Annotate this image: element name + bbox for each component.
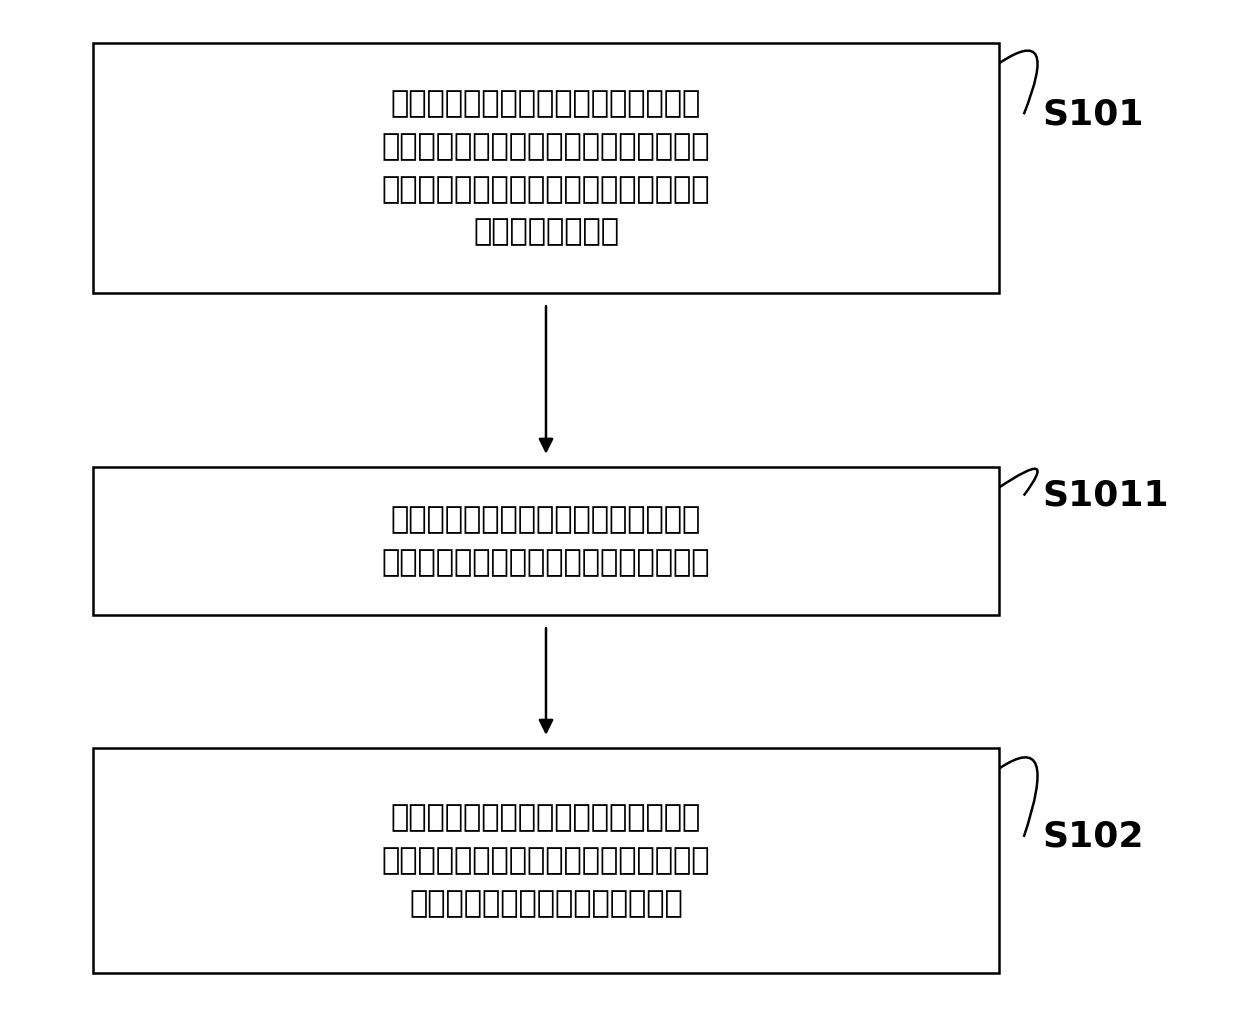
Bar: [93, 42, 1000, 293]
Bar: [93, 467, 1000, 615]
Bar: [93, 748, 1000, 973]
Text: S102: S102: [1042, 819, 1144, 854]
Text: 格式化所述系统分区，拷贝更新的系统
引导程序和内核镜像文件到所述系统分区: 格式化所述系统分区，拷贝更新的系统 引导程序和内核镜像文件到所述系统分区: [382, 506, 710, 577]
Text: 通过判断找到并执行正确的引导加载程
序，通过所述正确的引导加载程序加载并
执行内核镜像文件，启动操作系统: 通过判断找到并执行正确的引导加载程 序，通过所述正确的引导加载程序加载并 执行内…: [382, 803, 710, 918]
Text: 对存储设备进行分区，至少分为系统分
区和若干数据块，将内核镜像文件存放在
所述系统分区，将引导加载程序存放并备
份在若干数据块中: 对存储设备进行分区，至少分为系统分 区和若干数据块，将内核镜像文件存放在 所述系…: [382, 89, 710, 247]
Text: S1011: S1011: [1042, 479, 1168, 513]
Text: S101: S101: [1042, 97, 1144, 132]
